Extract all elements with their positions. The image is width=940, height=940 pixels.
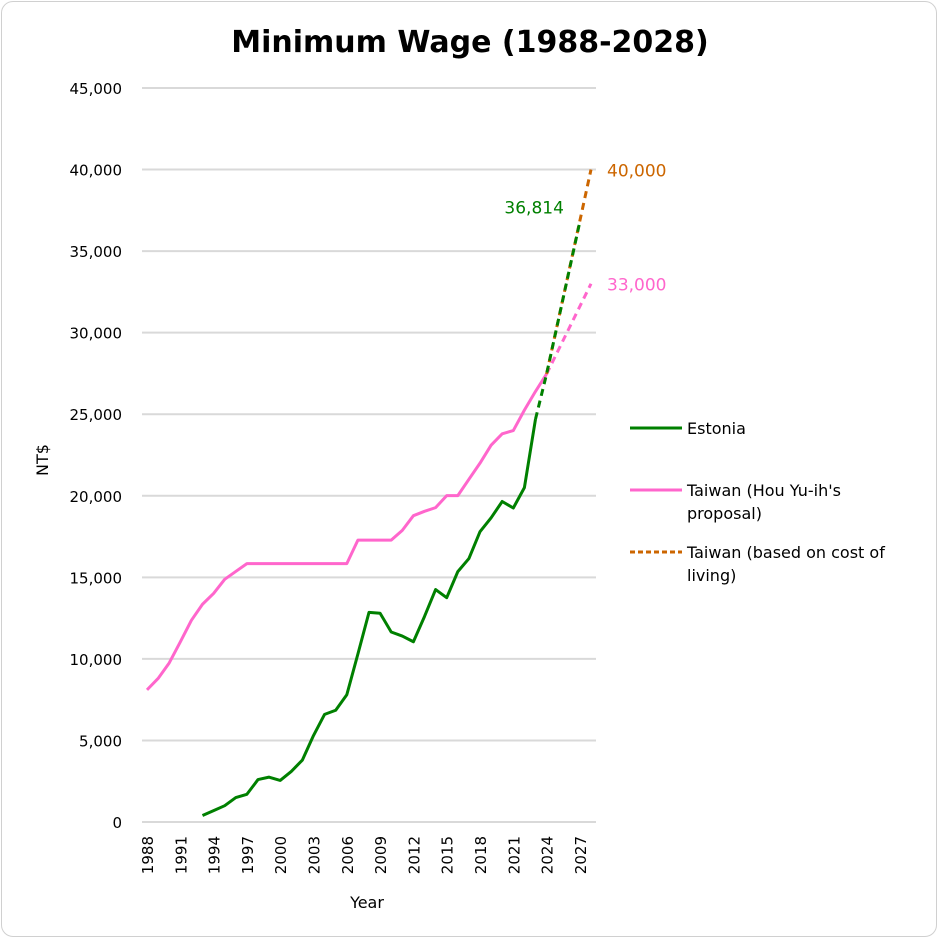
legend-item: Taiwan (Hou Yu-ih's proposal) — [630, 481, 841, 523]
series-line — [545, 283, 593, 375]
y-tick-label: 40,000 — [70, 162, 123, 180]
series-line — [545, 169, 593, 375]
legend-item: Estonia — [630, 419, 746, 438]
data-label: 40,000 — [607, 162, 666, 182]
y-tick-label: 0 — [112, 814, 122, 832]
series-line — [201, 418, 537, 817]
x-tick-label: 2024 — [539, 836, 557, 874]
series-line — [534, 221, 582, 420]
y-tick-label: 5,000 — [79, 732, 122, 750]
x-tick-label: 2027 — [572, 836, 590, 874]
legend-label: living) — [687, 566, 736, 585]
series-line — [145, 373, 548, 691]
legend-label: proposal) — [687, 504, 762, 523]
y-tick-label: 25,000 — [70, 406, 123, 424]
legend-item: Taiwan (based on cost of living) — [630, 543, 885, 585]
x-tick-label: 2021 — [505, 836, 523, 874]
x-tick-label: 2009 — [372, 836, 390, 874]
x-tick-label: 2012 — [405, 836, 423, 874]
y-tick-label: 15,000 — [70, 569, 123, 587]
legend-label: Taiwan (Hou Yu-ih's — [686, 481, 841, 500]
x-tick-label: 2018 — [472, 836, 490, 874]
y-tick-label: 20,000 — [70, 488, 123, 506]
chart-title: Minimum Wage (1988-2028) — [231, 25, 709, 60]
x-tick-label: 1991 — [172, 836, 190, 874]
x-tick-label: 1988 — [139, 836, 157, 874]
x-tick-label: 2015 — [439, 836, 457, 874]
data-label: 36,814 — [504, 199, 563, 219]
x-tick-label: 1997 — [239, 836, 257, 874]
y-tick-label: 10,000 — [70, 651, 123, 669]
x-tick-label: 2000 — [272, 836, 290, 874]
x-tick-label: 2003 — [306, 836, 324, 874]
legend-label: Estonia — [687, 419, 746, 438]
legend-label: Taiwan (based on cost of — [686, 543, 885, 562]
y-tick-label: 35,000 — [70, 243, 123, 261]
x-tick-label: 1994 — [206, 836, 224, 874]
x-axis-label: Year — [349, 893, 384, 912]
y-tick-label: 30,000 — [70, 325, 123, 343]
data-label: 33,000 — [607, 276, 666, 296]
x-tick-label: 2006 — [339, 836, 357, 874]
y-axis-label: NT$ — [33, 444, 52, 476]
y-tick-label: 45,000 — [70, 80, 123, 98]
